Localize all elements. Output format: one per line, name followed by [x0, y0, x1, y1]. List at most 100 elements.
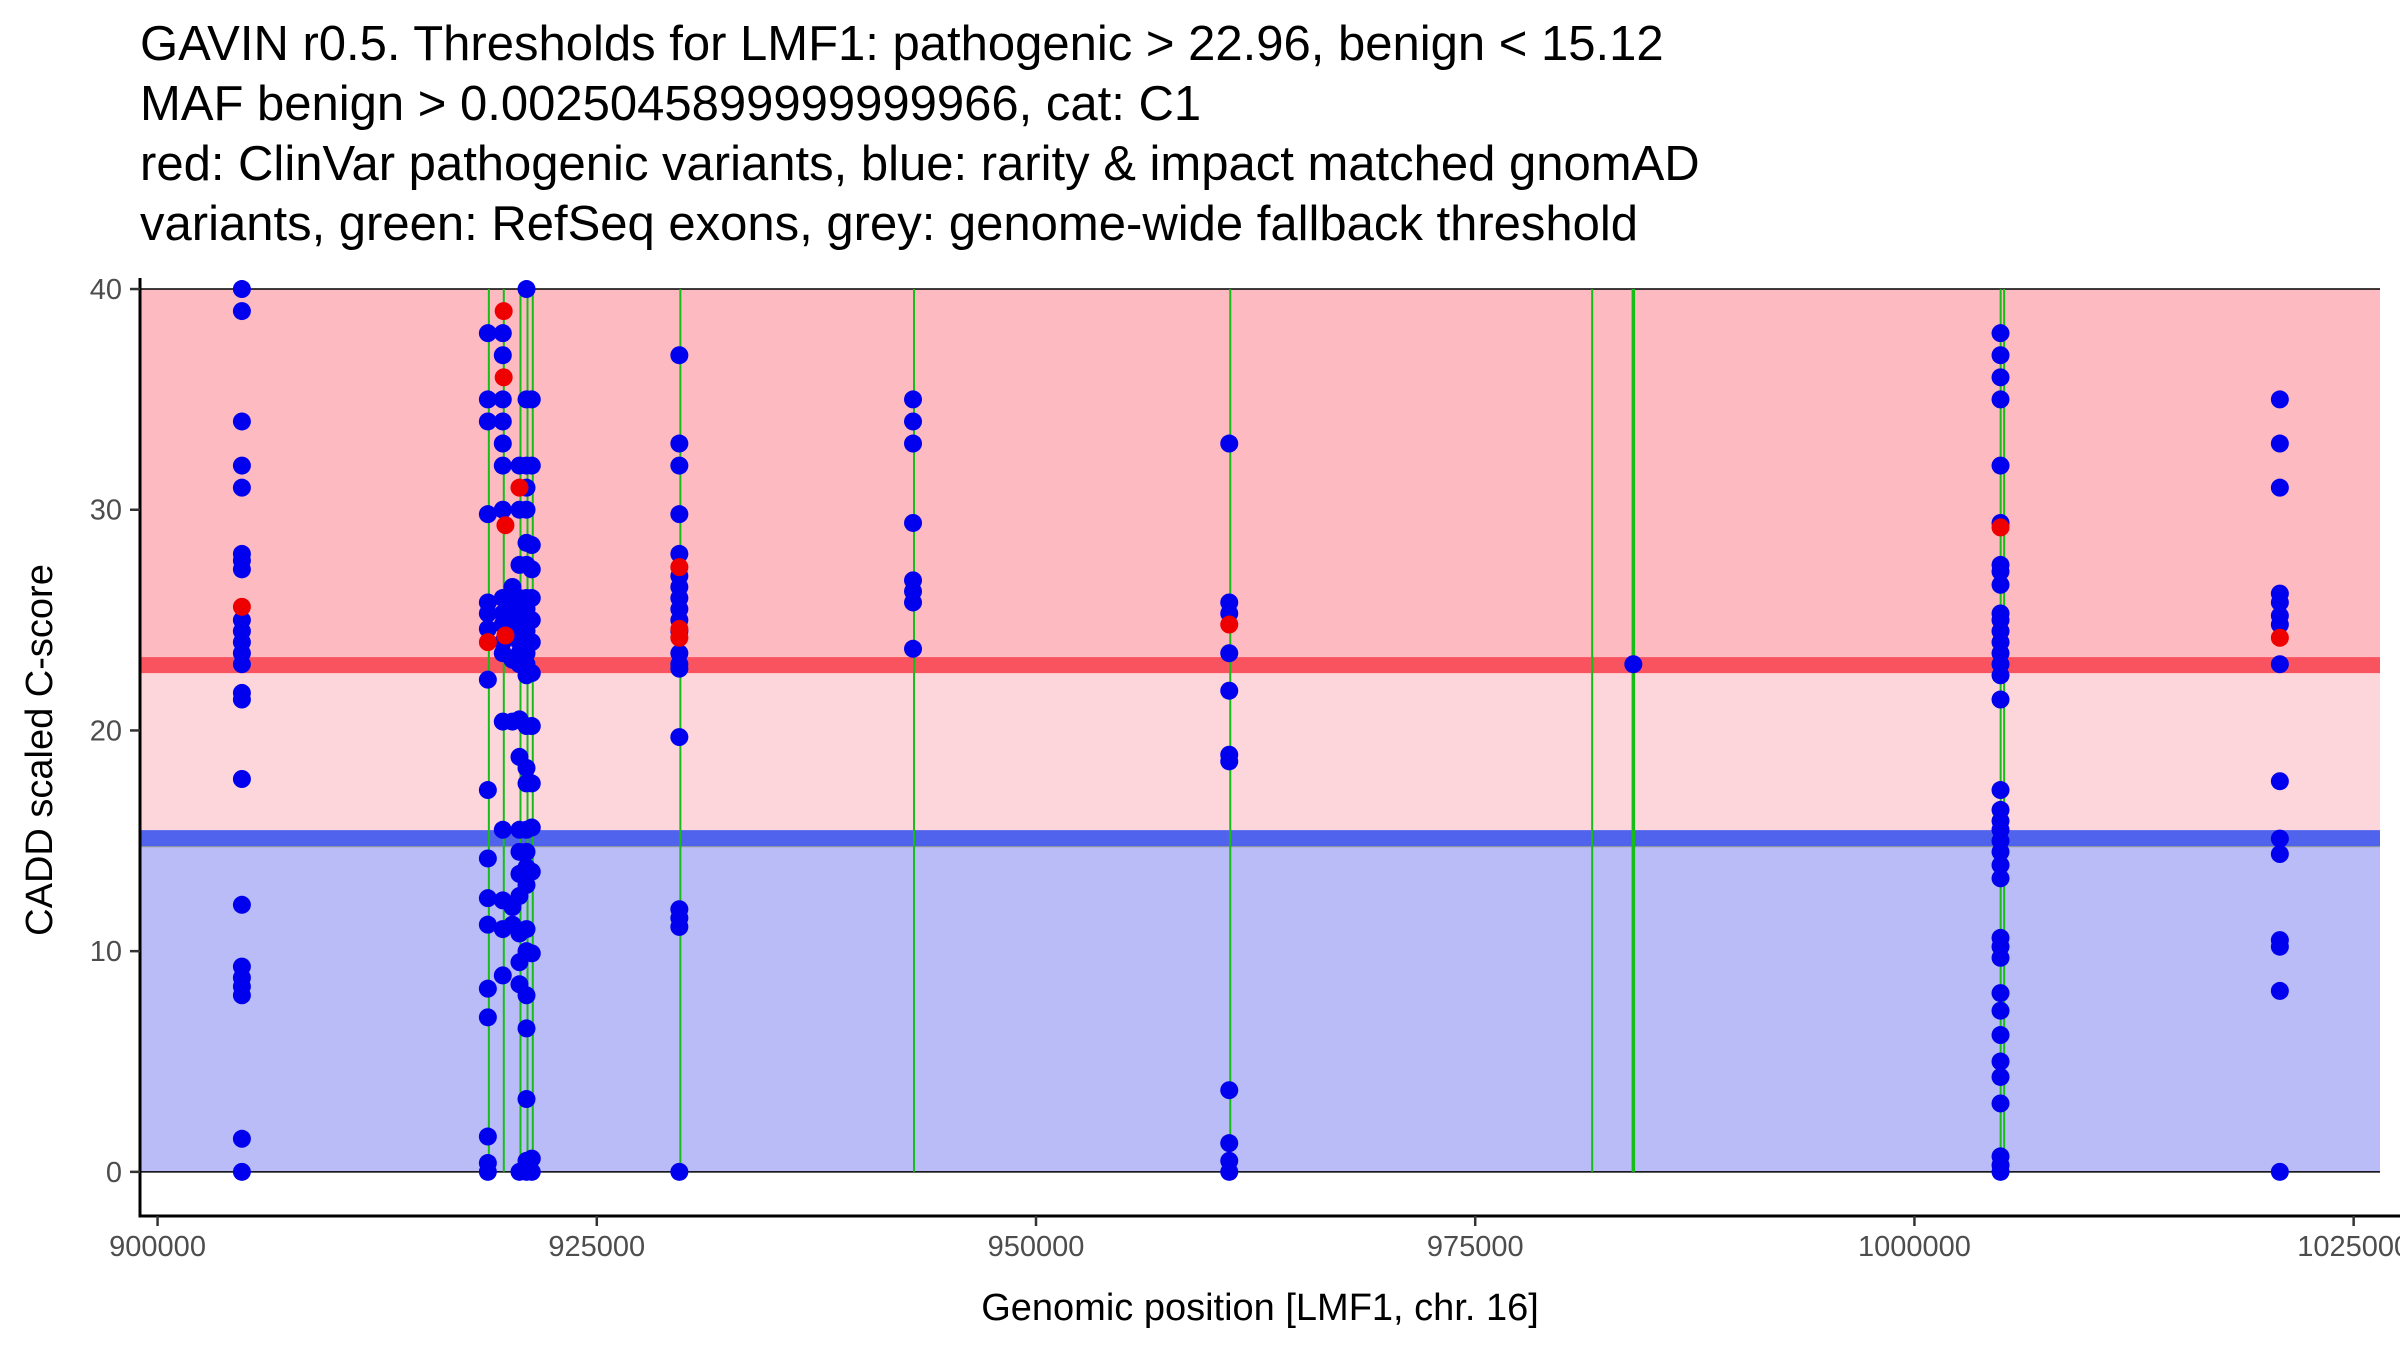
gnomad-point	[1991, 856, 2010, 875]
gnomad-point	[670, 346, 689, 365]
gnomad-point	[904, 434, 923, 453]
gnomad-point	[2270, 390, 2289, 409]
gnomad-point	[478, 670, 497, 689]
x-tick-label: 1000000	[1858, 1231, 1971, 1263]
gnomad-point	[670, 728, 689, 747]
gnomad-point	[1991, 690, 2010, 709]
gnomad-point	[904, 593, 923, 612]
gnomad-point	[1220, 1081, 1239, 1100]
gnomad-point	[478, 390, 497, 409]
gnomad-point	[670, 434, 689, 453]
gnomad-point	[522, 560, 541, 579]
clinvar-point	[670, 558, 689, 577]
gnomad-point	[232, 302, 251, 321]
exon	[1591, 289, 1594, 1172]
gnomad-point	[522, 456, 541, 475]
gnomad-point	[2270, 829, 2289, 848]
gnomad-point	[232, 655, 251, 674]
x-tick-label: 950000	[988, 1231, 1085, 1263]
gnomad-point	[2270, 434, 2289, 453]
pathogenic-region	[140, 289, 2380, 666]
gnomad-points	[232, 280, 2289, 1181]
gnomad-point	[1991, 1162, 2010, 1181]
gnomad-point	[232, 986, 251, 1005]
clinvar-point	[232, 597, 251, 616]
clinvar-point	[1220, 615, 1239, 634]
gnomad-point	[232, 690, 251, 709]
gnomad-point	[478, 1127, 497, 1146]
gnomad-point	[1991, 1026, 2010, 1045]
gnomad-point	[1991, 368, 2010, 387]
gnomad-point	[1991, 390, 2010, 409]
gnomad-point	[1991, 346, 2010, 365]
gnomad-point	[232, 1162, 251, 1181]
gnomad-point	[517, 500, 536, 519]
gnomad-point	[670, 505, 689, 524]
x-tick-label: 1025000	[2297, 1231, 2400, 1263]
exon	[1229, 289, 1232, 1172]
gnomad-point	[1220, 644, 1239, 663]
gnomad-point	[232, 895, 251, 914]
gnomad-point	[1991, 984, 2010, 1003]
gnomad-point	[1624, 655, 1643, 674]
clinvar-point	[496, 626, 515, 645]
gnomad-point	[478, 915, 497, 934]
gnomad-point	[478, 412, 497, 431]
gnomad-point	[478, 324, 497, 343]
x-axis-title: Genomic position [LMF1, chr. 16]	[981, 1287, 1539, 1329]
gnomad-point	[493, 820, 512, 839]
gnomad-point	[232, 1129, 251, 1148]
y-tick-label: 20	[90, 715, 122, 747]
gnomad-point	[478, 979, 497, 998]
gnomad-point	[2270, 845, 2289, 864]
gnomad-point	[517, 1090, 536, 1109]
clinvar-points	[232, 302, 2289, 652]
gnomad-point	[522, 818, 541, 837]
gnomad-point	[670, 456, 689, 475]
gnomad-point	[478, 889, 497, 908]
gnomad-point	[2270, 981, 2289, 1000]
gnomad-point	[2270, 655, 2289, 674]
gnomad-point	[1991, 666, 2010, 685]
clinvar-point	[670, 628, 689, 647]
axes	[138, 278, 2400, 1218]
gnomad-point	[670, 917, 689, 936]
gnomad-point	[2270, 772, 2289, 791]
gnomad-point	[232, 456, 251, 475]
gnomad-point	[1991, 842, 2010, 861]
gnomad-point	[493, 456, 512, 475]
gnomad-point	[478, 619, 497, 638]
benign-region	[140, 838, 2380, 1172]
gnomad-point	[232, 770, 251, 789]
gnomad-point	[1220, 1134, 1239, 1153]
gnomad-point	[1991, 456, 2010, 475]
title-line-4: variants, green: RefSeq exons, grey: gen…	[140, 197, 1638, 251]
gnomad-point	[517, 920, 536, 939]
gnomad-point	[522, 774, 541, 793]
gnomad-point	[670, 1162, 689, 1181]
gnomad-point	[1220, 681, 1239, 700]
gnomad-point	[493, 412, 512, 431]
gnomad-point	[517, 842, 536, 861]
exon	[913, 289, 916, 1172]
gnomad-point	[1220, 1162, 1239, 1181]
gnomad-point	[478, 604, 497, 623]
y-tick-label: 0	[106, 1157, 122, 1189]
gnomad-point	[232, 478, 251, 497]
gnomad-point	[522, 611, 541, 630]
gnomad-point	[1220, 434, 1239, 453]
gnomad-point	[522, 390, 541, 409]
gnomad-point	[493, 434, 512, 453]
title-line-3: red: ClinVar pathogenic variants, blue: …	[140, 137, 1700, 191]
gnomad-point	[2270, 615, 2289, 634]
gnomad-point	[522, 944, 541, 963]
title-line-2: MAF benign > 0.0025045899999999966, cat:…	[140, 77, 1201, 131]
chart-title: GAVIN r0.5. Thresholds for LMF1: pathoge…	[140, 17, 1700, 251]
gnomad-point	[478, 1008, 497, 1027]
gnomad-point	[904, 412, 923, 431]
gnomad-point	[522, 862, 541, 881]
gnomad-point	[904, 390, 923, 409]
gnomad-point	[522, 633, 541, 652]
gnomad-point	[1991, 1001, 2010, 1020]
